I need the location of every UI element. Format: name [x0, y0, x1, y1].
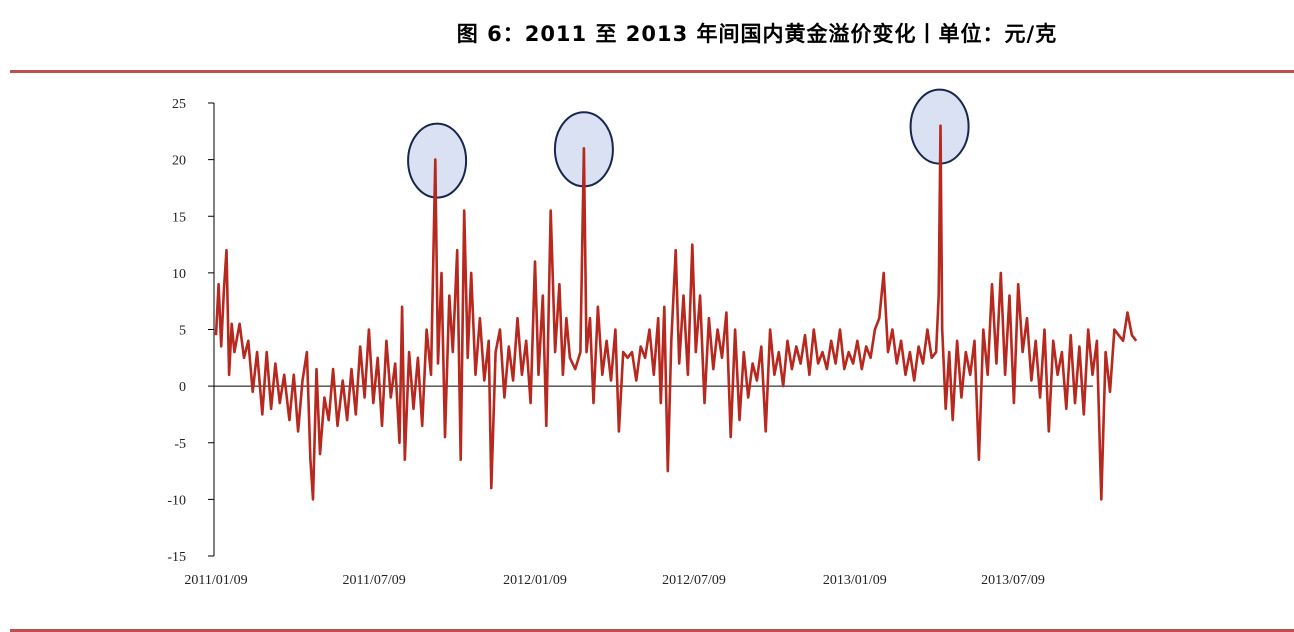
bottom-divider: [10, 629, 1294, 632]
series-line-group: [214, 124, 1138, 501]
x-tick-label: 2011/01/09: [184, 573, 247, 588]
y-tick-label: 10: [172, 267, 186, 282]
x-tick-label: 2013/01/09: [823, 573, 887, 588]
x-tick-label: 2012/07/09: [662, 573, 726, 588]
top-divider: [10, 70, 1294, 73]
x-axis: 2011/01/09 2011/07/09 2012/01/09 2012/07/09…: [184, 385, 1093, 588]
peak-highlights: [407, 88, 970, 199]
y-tick-label: -10: [167, 493, 186, 508]
y-tick-label: -15: [167, 550, 186, 565]
peak-highlight-circle: [407, 122, 468, 199]
y-tick-label: 0: [179, 380, 186, 395]
premium-series-line: [214, 124, 1138, 501]
x-tick-label: 2013/07/09: [981, 573, 1045, 588]
y-tick-label: 5: [179, 324, 186, 339]
x-tick-label: 2012/01/09: [503, 573, 567, 588]
chart-title: 图 6：2011 至 2013 年间国内黄金溢价变化丨单位：元/克: [456, 22, 1058, 46]
y-tick-label: -5: [174, 437, 186, 452]
y-axis: -15 -10 -5 0 5 10 15 20 25: [167, 97, 215, 565]
y-tick-label: 20: [172, 154, 186, 169]
y-tick-label: 25: [172, 97, 186, 112]
x-tick-label: 2011/07/09: [343, 573, 406, 588]
y-tick-label: 15: [172, 210, 186, 225]
